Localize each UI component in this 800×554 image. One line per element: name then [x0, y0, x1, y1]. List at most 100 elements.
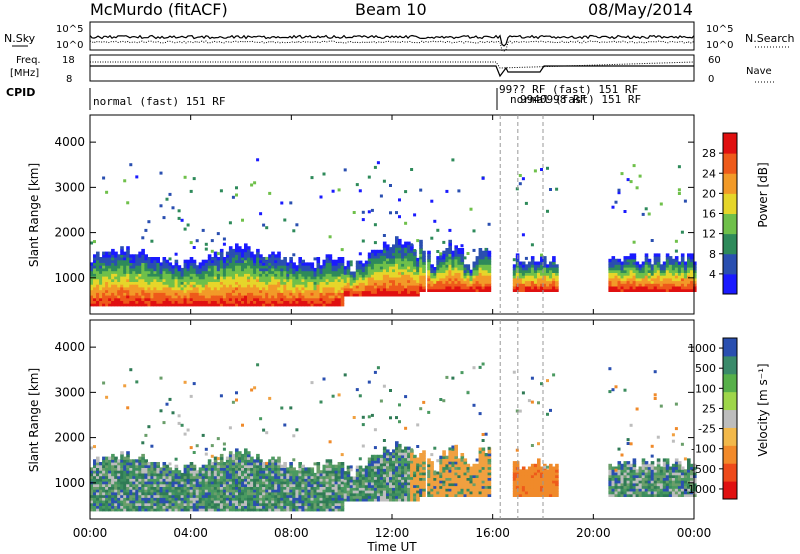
- range-cell: [256, 472, 260, 477]
- range-cell: [334, 500, 339, 504]
- range-cell: [225, 481, 230, 485]
- range-cell: [283, 262, 287, 266]
- range-cell: [153, 502, 157, 506]
- range-cell: [653, 272, 658, 276]
- y-tick-label: 2000: [54, 226, 85, 240]
- range-cell: [549, 286, 553, 290]
- range-cell: [404, 492, 408, 497]
- range-cell: [228, 251, 233, 255]
- range-cell: [395, 490, 399, 494]
- range-cell: [337, 297, 342, 301]
- range-cell: [352, 274, 357, 278]
- range-cell: [650, 272, 655, 276]
- range-cell: [99, 508, 103, 512]
- range-cell: [168, 502, 173, 506]
- range-cell: [138, 295, 142, 299]
- range-cell: [334, 472, 339, 477]
- range-cell: [680, 283, 685, 287]
- range-cell: [325, 505, 330, 509]
- range-cell: [295, 284, 299, 288]
- range-cell: [355, 268, 360, 273]
- range-cell: [349, 479, 354, 483]
- range-cell: [367, 252, 372, 256]
- range-cell: [274, 254, 278, 258]
- range-cell: [228, 289, 233, 293]
- range-cell: [463, 264, 468, 268]
- range-cell: [448, 272, 452, 276]
- range-cell: [174, 267, 179, 272]
- range-cell: [457, 250, 461, 254]
- range-cell: [656, 288, 661, 292]
- range-cell: [165, 297, 170, 301]
- range-cell: [376, 271, 381, 275]
- range-cell: [430, 272, 434, 276]
- range-cell: [132, 281, 136, 285]
- range-cell: [439, 261, 443, 265]
- range-cell: [225, 289, 230, 293]
- range-cell: [395, 211, 398, 215]
- range-cell: [168, 462, 172, 466]
- range-cell: [463, 277, 468, 282]
- range-cell: [141, 459, 145, 463]
- range-cell: [427, 250, 431, 254]
- range-cell: [168, 284, 173, 288]
- range-cell: [213, 502, 218, 506]
- range-cell: [262, 292, 266, 296]
- range-cell: [219, 262, 224, 266]
- range-cell: [216, 281, 221, 285]
- range-cell: [150, 489, 154, 493]
- range-cell: [156, 470, 160, 474]
- range-cell: [289, 201, 293, 205]
- range-cell: [404, 271, 408, 275]
- range-cell: [382, 490, 387, 494]
- range-cell: [114, 494, 118, 498]
- range-cell: [386, 279, 390, 283]
- range-cell: [515, 280, 520, 284]
- range-cell: [201, 270, 206, 274]
- range-cell: [156, 483, 160, 487]
- range-cell: [683, 277, 688, 282]
- range-cell: [231, 248, 236, 253]
- range-cell: [382, 249, 387, 254]
- range-cell: [430, 269, 434, 273]
- range-cell: [241, 251, 245, 255]
- range-cell: [216, 472, 221, 477]
- range-cell: [310, 276, 315, 280]
- range-cell: [271, 267, 275, 272]
- range-cell: [180, 494, 185, 498]
- range-cell: [156, 276, 160, 280]
- range-cell: [376, 287, 381, 292]
- range-cell: [355, 183, 359, 187]
- range-cell: [144, 500, 148, 504]
- range-cell: [174, 297, 179, 301]
- range-cell: [156, 502, 160, 506]
- range-cell: [364, 274, 369, 278]
- range-cell: [382, 439, 386, 442]
- range-cell: [457, 264, 461, 268]
- range-cell: [398, 285, 402, 289]
- range-cell: [253, 505, 257, 509]
- range-cell: [168, 270, 173, 274]
- range-cell: [301, 508, 305, 512]
- range-cell: [454, 272, 458, 276]
- range-cell: [135, 462, 139, 466]
- range-cell: [244, 494, 248, 498]
- range-cell: [102, 254, 106, 258]
- range-cell: [102, 292, 106, 296]
- range-cell: [343, 487, 348, 491]
- range-cell: [120, 251, 124, 255]
- range-cell: [442, 240, 446, 244]
- range-cell: [156, 289, 160, 293]
- range-cell: [475, 267, 480, 271]
- range-cell: [611, 264, 616, 268]
- range-cell: [96, 265, 100, 269]
- range-cell: [310, 508, 315, 512]
- range-cell: [225, 286, 230, 291]
- range-cell: [367, 285, 372, 289]
- range-cell: [283, 270, 287, 274]
- range-cell: [478, 264, 483, 268]
- range-cell: [174, 259, 179, 263]
- range-cell: [286, 486, 290, 490]
- range-cell: [653, 264, 658, 268]
- range-cell: [162, 481, 167, 485]
